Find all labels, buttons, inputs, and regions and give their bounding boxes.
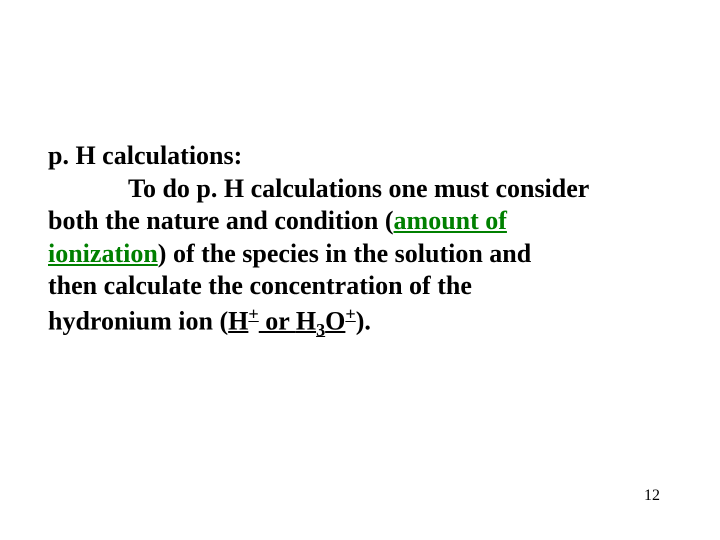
h-plus: +: [248, 304, 258, 324]
line5-text: then calculate the concentration of the: [48, 271, 472, 300]
line-4: ionization) of the species in the soluti…: [48, 238, 672, 271]
line6-post: ).: [356, 306, 371, 335]
line-3: both the nature and condition (amount of: [48, 205, 672, 238]
h-symbol: H: [228, 306, 248, 335]
h3o-o: O: [325, 306, 345, 335]
line-5: then calculate the concentration of the: [48, 270, 672, 303]
heading-text: p. H calculations:: [48, 141, 242, 170]
line2-text: To do p. H calculations one must conside…: [128, 174, 589, 203]
line4-green: ionization: [48, 239, 158, 268]
line-2: To do p. H calculations one must conside…: [48, 173, 672, 206]
line3-green: amount of: [394, 206, 507, 235]
line4-post: ) of the species in the solution and: [158, 239, 531, 268]
h3o-h: H: [296, 306, 316, 335]
h3o-3: 3: [316, 319, 325, 339]
slide-body: p. H calculations: To do p. H calculatio…: [48, 140, 672, 341]
line-6: hydronium ion (H+ or H3O+).: [48, 303, 672, 342]
line6-pre: hydronium ion (: [48, 306, 228, 335]
page-number: 12: [644, 487, 660, 505]
line3-pre: both the nature and condition (: [48, 206, 394, 235]
heading-line: p. H calculations:: [48, 140, 672, 173]
or-text: or: [259, 306, 296, 335]
h3o-plus: +: [345, 304, 355, 324]
